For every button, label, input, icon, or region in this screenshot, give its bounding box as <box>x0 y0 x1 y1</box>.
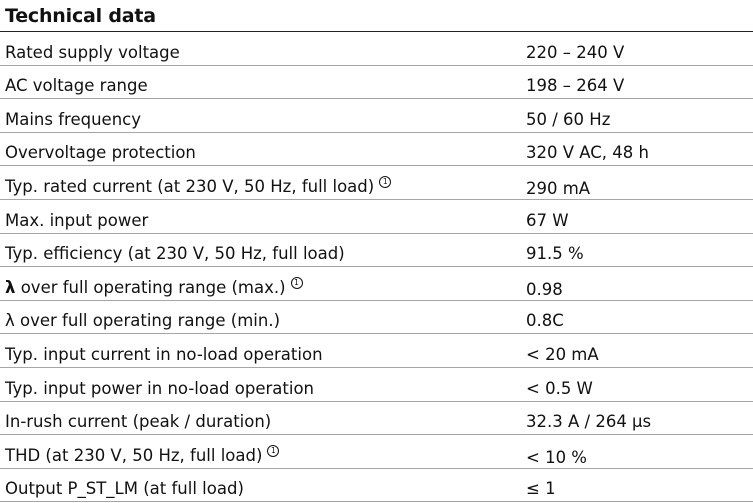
row-label: Typ. input current in no-load operation <box>5 344 323 364</box>
table-row: λ over full operating range (min.) 0.8C <box>0 301 753 335</box>
row-value: 50 / 60 Hz <box>526 109 611 129</box>
row-label: Mains frequency <box>5 109 141 129</box>
table-row: Rated supply voltage 220 – 240 V <box>0 32 753 66</box>
row-value: 91.5 % <box>526 244 584 264</box>
row-label: THD (at 230 V, 50 Hz, full load) 1 <box>5 444 280 465</box>
table-row: Typ. efficiency (at 230 V, 50 Hz, full l… <box>0 234 753 268</box>
table-row: Overvoltage protection 320 V AC, 48 h <box>0 133 753 167</box>
table-row: Typ. input current in no-load operation … <box>0 334 753 368</box>
row-label-text: Typ. rated current (at 230 V, 50 Hz, ful… <box>5 176 375 196</box>
row-label: AC voltage range <box>5 76 148 96</box>
row-value: 32.3 A / 264 µs <box>526 412 652 432</box>
table-row: λ over full operating range (max.) 1 0.98 <box>0 267 753 301</box>
row-value: < 0.5 W <box>526 378 593 398</box>
table-row: In-rush current (peak / duration) 32.3 A… <box>0 402 753 436</box>
row-value: < 20 mA <box>526 344 599 364</box>
table-row: Max. input power 67 W <box>0 200 753 234</box>
row-label: Rated supply voltage <box>5 42 180 62</box>
lambda-symbol: λ <box>5 277 16 297</box>
table-row: Typ. rated current (at 230 V, 50 Hz, ful… <box>0 166 753 200</box>
section-title: Technical data <box>5 5 156 27</box>
row-value: 198 – 264 V <box>526 76 625 96</box>
row-label-text: THD (at 230 V, 50 Hz, full load) <box>5 445 263 465</box>
row-value: 0.98 <box>526 279 563 299</box>
row-label-text: over full operating range (max.) <box>20 277 286 297</box>
row-label: Typ. input power in no-load operation <box>5 378 314 398</box>
row-label: λ over full operating range (min.) <box>5 311 281 331</box>
row-value: 320 V AC, 48 h <box>526 143 649 163</box>
title-divider <box>0 31 753 32</box>
row-label: Typ. rated current (at 230 V, 50 Hz, ful… <box>5 175 392 196</box>
table-row: Mains frequency 50 / 60 Hz <box>0 99 753 133</box>
row-value: 67 W <box>526 210 569 230</box>
footnote-marker-icon: 1 <box>379 175 392 188</box>
table-row: Typ. input power in no-load operation < … <box>0 368 753 402</box>
row-label: λ over full operating range (max.) 1 <box>5 276 303 297</box>
table-row: Output P_ST_LM (at full load) ≤ 1 <box>0 469 753 503</box>
row-label: Output P_ST_LM (at full load) <box>5 479 244 499</box>
row-value: ≤ 1 <box>526 479 556 499</box>
footnote-marker-icon: 1 <box>290 276 303 289</box>
row-value: 220 – 240 V <box>526 42 625 62</box>
table-row: THD (at 230 V, 50 Hz, full load) 1 < 10 % <box>0 435 753 469</box>
row-value: 0.8C <box>526 311 564 331</box>
row-value: 290 mA <box>526 178 591 198</box>
row-label: Overvoltage protection <box>5 143 196 163</box>
table-row: AC voltage range 198 – 264 V <box>0 66 753 100</box>
technical-data-table: Rated supply voltage 220 – 240 V AC volt… <box>0 32 753 503</box>
row-label: Max. input power <box>5 210 149 230</box>
row-label: Typ. efficiency (at 230 V, 50 Hz, full l… <box>5 244 345 264</box>
row-label: In-rush current (peak / duration) <box>5 412 272 432</box>
row-value: < 10 % <box>526 447 587 467</box>
footnote-marker-icon: 1 <box>267 444 280 457</box>
